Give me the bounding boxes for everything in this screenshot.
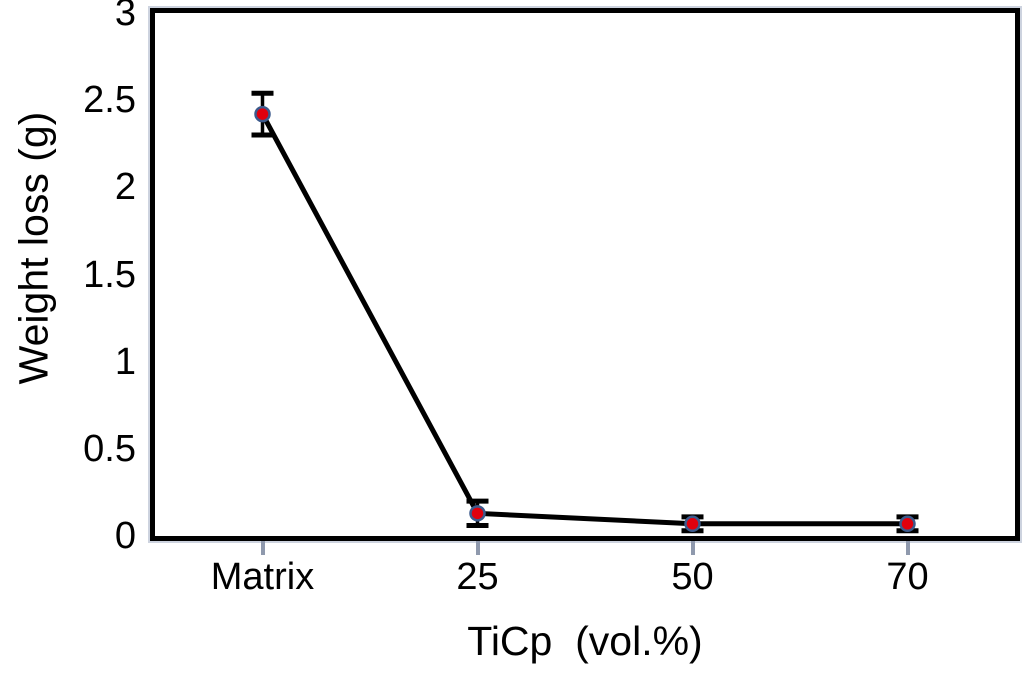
- y-tick-label: 2.5: [83, 79, 136, 122]
- x-tick-label: 50: [671, 556, 714, 598]
- x-tick-label: Matrix: [210, 556, 315, 598]
- x-tick-label: 70: [886, 556, 929, 598]
- y-tick-label: 2: [114, 166, 136, 209]
- x-axis-title: TiCp (vol.%): [467, 618, 703, 664]
- data-point-marker: [254, 105, 271, 123]
- plot-area: [150, 8, 1020, 541]
- x-tick-mark: [905, 541, 910, 555]
- data-line: [260, 111, 910, 527]
- data-point-marker: [684, 515, 701, 533]
- x-tick-mark: [475, 541, 480, 555]
- y-tick-label: 1.5: [83, 253, 136, 296]
- data-point-marker: [469, 505, 486, 522]
- y-tick-label: 0.5: [83, 427, 136, 470]
- y-tick-label: 0: [114, 515, 136, 557]
- y-tick-label: 3: [114, 0, 136, 34]
- plot-svg: [251, 90, 919, 534]
- data-point-marker: [899, 515, 916, 533]
- y-tick-label: 1: [114, 340, 136, 383]
- x-tick-label: 25: [456, 556, 499, 598]
- x-tick-mark: [260, 541, 265, 555]
- x-tick-mark: [690, 541, 695, 555]
